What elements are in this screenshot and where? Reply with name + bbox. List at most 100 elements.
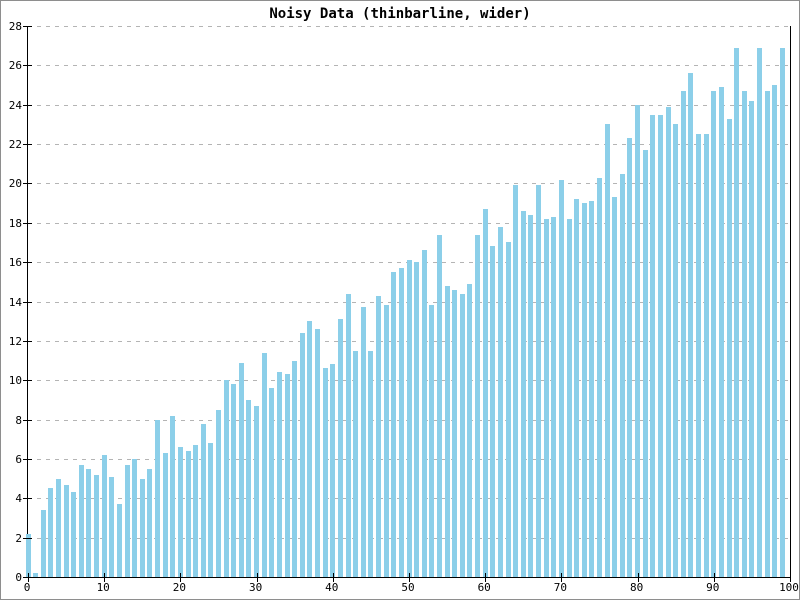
x-tick-label: 20 [172,581,187,594]
x-tick-mark [180,573,182,582]
bar [452,289,458,577]
bar [368,350,374,577]
y-tick-label: 4 [15,492,22,506]
bar [71,492,77,577]
bar [673,124,679,577]
bar [322,368,328,577]
bar [536,185,542,577]
y-tick-mark [23,26,32,27]
bar [558,179,564,577]
bar [764,90,770,577]
y-tick-label: 10 [8,374,22,388]
bar [490,246,496,577]
bar [551,216,557,577]
bar [604,124,610,577]
bar [688,73,694,577]
y-tick-label: 20 [8,177,22,191]
x-tick-label: 0 [23,581,31,594]
bar [63,484,69,577]
y-tick-mark [23,340,32,342]
x-tick-mark [256,573,258,582]
bar [231,384,237,577]
x-tick-label: 40 [325,581,339,594]
bar [78,464,84,577]
bar [703,134,709,577]
y-tick-label: 26 [8,59,22,73]
bar [749,100,755,577]
bar [116,504,122,577]
bar [612,197,618,577]
bar [520,210,526,577]
bar [665,106,671,577]
bar [421,250,427,577]
bar [101,455,107,577]
bar [124,464,130,577]
y-tick-mark [23,458,32,460]
bar [360,307,366,577]
bar [345,293,351,577]
y-tick-label: 14 [8,295,22,309]
bar [574,199,580,577]
y-tick-mark [23,301,32,303]
bar [177,447,183,577]
bar [269,388,275,577]
bar [200,423,206,577]
bar [581,203,587,577]
bar [657,114,663,577]
y-tick-mark [23,65,32,67]
gridline [28,104,790,106]
y-tick-label: 22 [8,138,22,152]
gridline [28,26,790,27]
bar [299,333,305,577]
y-tick-label: 2 [15,531,22,545]
gridline [28,183,790,185]
plot-area [23,26,791,582]
x-tick-mark [104,573,106,582]
bar [254,405,260,577]
bar [779,47,785,577]
x-tick-mark [28,573,29,582]
x-tick-mark [332,573,334,582]
bar [772,85,778,577]
bar [589,201,595,577]
bar [33,573,39,577]
bar [276,372,282,577]
bar [528,214,534,577]
y-tick-label: 8 [15,413,22,427]
x-tick-mark [713,573,715,582]
bar [741,90,747,577]
bar [155,419,161,577]
x-tick-label: 90 [706,581,720,594]
bar [513,185,519,577]
y-tick-mark [23,104,32,106]
bar [109,476,115,577]
bar [711,90,717,577]
y-tick-mark [23,577,32,578]
x-tick-mark [790,573,791,582]
bar [391,271,397,577]
x-tick-mark [561,573,563,582]
y-tick-mark [23,380,32,382]
bar [459,293,465,577]
bar [162,453,168,577]
bar [383,305,389,577]
bar [376,295,382,577]
bar [543,218,549,577]
bar [566,218,572,577]
bar [208,443,214,577]
bar [48,488,54,577]
y-tick-mark [23,537,32,539]
chart-title: Noisy Data (thinbarline, wider) [269,6,531,22]
y-tick-label: 24 [8,98,22,112]
bar [147,468,153,577]
bar [337,319,343,577]
bar [597,177,602,577]
bar [246,399,252,577]
x-tick-mark [485,573,487,582]
bar [261,352,267,577]
bar [414,262,420,577]
bar [696,134,702,577]
x-tick-label: 50 [401,581,415,594]
bar [635,104,641,577]
bar [619,173,625,577]
